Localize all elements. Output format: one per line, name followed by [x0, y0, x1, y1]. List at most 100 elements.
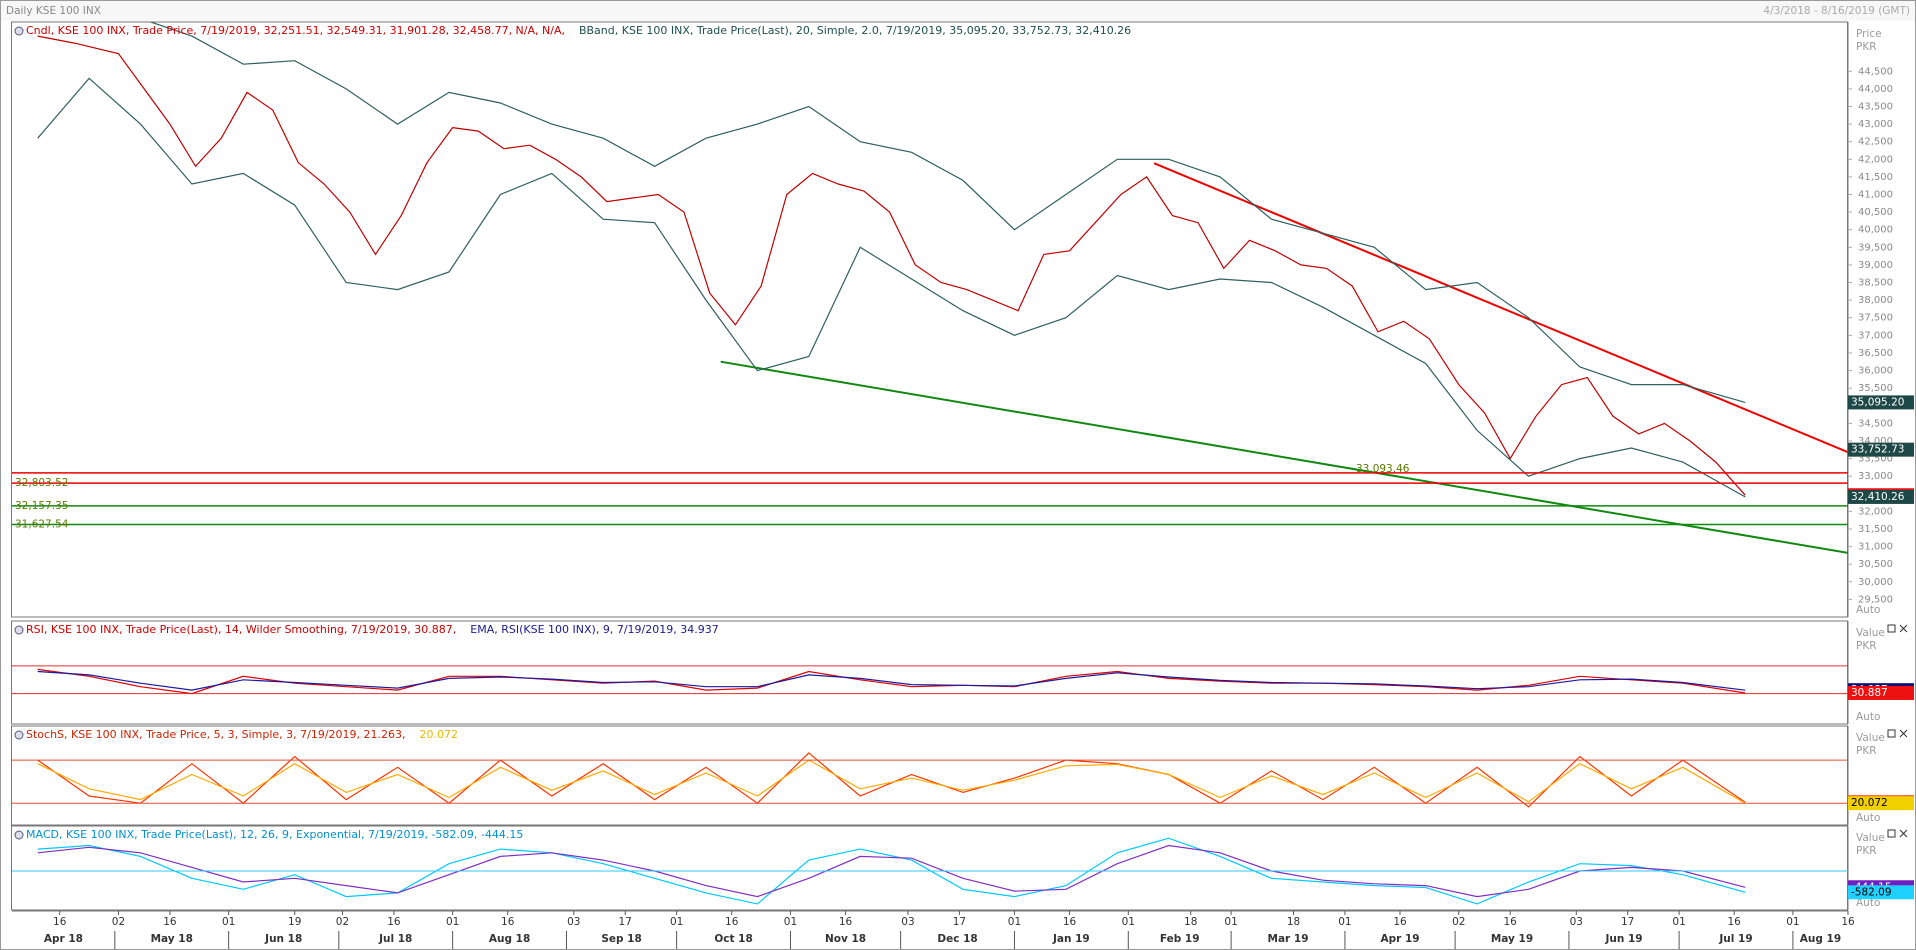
- plot-area: [37, 837, 1746, 905]
- x-tick-label: 01: [1008, 916, 1021, 928]
- x-tick-label: 01: [446, 916, 459, 928]
- legend-entry: BBand, KSE 100 INX, Trade Price(Last), 2…: [579, 24, 1131, 37]
- value-tag-label: -582.09: [1851, 886, 1892, 898]
- scale-mode: Auto: [1856, 711, 1880, 723]
- trend-line: [1153, 162, 1848, 454]
- month-label: Mar 19: [1268, 933, 1309, 945]
- month-label: Oct 18: [714, 933, 752, 945]
- x-tick-label: 03: [1570, 916, 1583, 928]
- scale-mode: Auto: [1856, 604, 1880, 616]
- x-tick-label: 01: [1122, 916, 1135, 928]
- y-tick-label: 44,000: [1858, 84, 1893, 95]
- legend: Cndl, KSE 100 INX, Trade Price, 7/19/201…: [26, 24, 1131, 37]
- plot-area: [37, 22, 1848, 554]
- value-tag: [1848, 395, 1914, 410]
- value-tag-label: 20.072: [1851, 797, 1888, 809]
- x-tick-label: 03: [567, 916, 580, 928]
- x-tick-label: 18: [1184, 916, 1197, 928]
- x-tick-label: 01: [670, 916, 683, 928]
- y-tick-label: 33,500: [1858, 454, 1893, 465]
- x-tick-label: 16: [1393, 916, 1407, 928]
- y-tick-label: 37,500: [1858, 313, 1893, 324]
- month-label: May 18: [151, 933, 193, 945]
- y-tick-label: 30,500: [1858, 559, 1893, 570]
- y-tick-label: 30,000: [1858, 577, 1893, 588]
- y-axis-label: Value: [1856, 832, 1885, 844]
- x-tick-label: 17: [1621, 916, 1634, 928]
- y-axis-label: Price: [1856, 28, 1882, 40]
- panel-buttons[interactable]: [1887, 624, 1908, 838]
- x-tick-label: 02: [336, 916, 349, 928]
- legend-icon: [14, 830, 24, 840]
- date-range: 4/3/2018 - 8/16/2019 (GMT): [1763, 5, 1910, 17]
- level-label: 32,157.35: [15, 500, 68, 512]
- legend-icon: [14, 730, 24, 740]
- x-tick-label: 19: [288, 916, 301, 928]
- y-tick-label: 36,500: [1858, 348, 1893, 359]
- x-tick-label: 01: [1224, 916, 1237, 928]
- value-tag-label: 32,410.26: [1851, 491, 1905, 503]
- y-tick-label: 43,000: [1858, 119, 1893, 130]
- month-label: May 19: [1491, 933, 1533, 945]
- month-label: Jun 18: [264, 933, 302, 945]
- scale-mode: Auto: [1856, 812, 1880, 824]
- series-line: [37, 844, 1746, 898]
- legend-entry: Cndl, KSE 100 INX, Trade Price, 7/19/201…: [26, 24, 565, 37]
- y-tick-label: 44,500: [1858, 66, 1893, 77]
- x-tick-label: 16: [53, 916, 67, 928]
- series-line: [148, 22, 1746, 403]
- month-label: Sep 18: [601, 933, 641, 945]
- x-tick-label: 01: [222, 916, 235, 928]
- y-tick-label: 37,000: [1858, 330, 1893, 341]
- y-tick-label: 39,500: [1858, 242, 1893, 253]
- y-tick-label: 38,000: [1858, 295, 1893, 306]
- x-tick-label: 01: [784, 916, 797, 928]
- y-axis-unit: PKR: [1856, 745, 1877, 757]
- x-tick-label: 02: [1452, 916, 1465, 928]
- window-title: Daily KSE 100 INX: [6, 5, 101, 17]
- series-line: [37, 759, 1746, 804]
- x-tick-label: 16: [725, 916, 739, 928]
- series-line: [37, 670, 1746, 691]
- legend: MACD, KSE 100 INX, Trade Price(Last), 12…: [26, 828, 523, 841]
- month-label: Aug 19: [1800, 933, 1841, 945]
- level-label: 32,803.52: [15, 477, 68, 489]
- legend-entry: MACD, KSE 100 INX, Trade Price(Last), 12…: [26, 828, 523, 841]
- y-axis-unit: PKR: [1856, 845, 1877, 857]
- value-tag: [1848, 885, 1914, 900]
- plot-area: [37, 752, 1746, 808]
- month-label: Apr 19: [1380, 933, 1419, 945]
- x-tick-label: 01: [1338, 916, 1351, 928]
- y-tick-label: 33,000: [1858, 471, 1893, 482]
- y-tick-label: 42,000: [1858, 154, 1893, 165]
- y-tick-label: 40,000: [1858, 225, 1893, 236]
- y-tick-label: 35,500: [1858, 383, 1893, 394]
- plot-area: [37, 668, 1746, 695]
- month-label: Nov 18: [825, 933, 866, 945]
- month-label: Jan 19: [1052, 933, 1090, 945]
- series-line: [37, 668, 1746, 695]
- y-tick-label: 36,000: [1858, 366, 1893, 377]
- value-tag: [1848, 489, 1914, 504]
- value-tag: [1848, 442, 1914, 457]
- x-tick-label: 01: [1672, 916, 1685, 928]
- y-axis-label: Value: [1856, 627, 1885, 639]
- y-axis-unit: PKR: [1856, 640, 1877, 652]
- y-axis-label: Value: [1856, 732, 1885, 744]
- value-tag-label: 30.887: [1851, 687, 1888, 699]
- series-line: [37, 77, 1746, 498]
- series-line: [37, 837, 1746, 905]
- x-tick-label: 17: [953, 916, 966, 928]
- y-tick-label: 34,500: [1858, 418, 1893, 429]
- x-tick-label: 16: [163, 916, 177, 928]
- month-label: Aug 18: [489, 933, 530, 945]
- x-tick-label: 02: [112, 916, 125, 928]
- value-tag: [1848, 796, 1914, 811]
- x-tick-label: 16: [501, 916, 515, 928]
- x-tick-label: 03: [901, 916, 914, 928]
- value-tag-label: 33,752.73: [1851, 444, 1904, 456]
- y-tick-label: 43,500: [1858, 101, 1893, 112]
- x-tick-label: 16: [1503, 916, 1517, 928]
